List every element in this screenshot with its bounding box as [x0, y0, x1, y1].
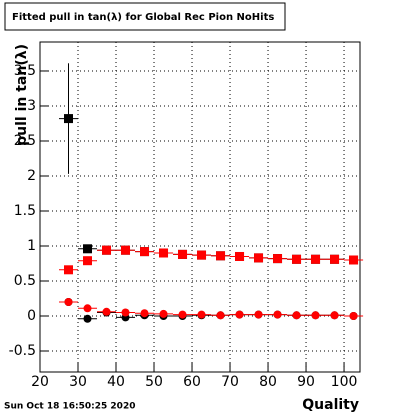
marker — [292, 311, 301, 320]
marker — [83, 314, 92, 323]
y-tick-label: 2 — [27, 168, 36, 184]
marker — [330, 254, 340, 264]
y-tick-label: 1.5 — [14, 203, 36, 219]
marker — [349, 311, 358, 320]
marker — [235, 310, 244, 319]
marker — [254, 253, 264, 263]
x-tick-label: 30 — [69, 374, 87, 390]
marker — [83, 256, 93, 266]
x-tick-label: 20 — [31, 374, 49, 390]
y-tick-label: 3.5 — [14, 63, 36, 79]
y-tick-label: 0.5 — [14, 273, 36, 289]
marker — [83, 304, 92, 313]
marker — [64, 265, 74, 275]
marker — [178, 249, 188, 259]
x-tick-label: 70 — [221, 374, 239, 390]
marker — [178, 310, 187, 319]
marker — [311, 311, 320, 320]
marker — [64, 114, 74, 124]
x-tick-label: 100 — [331, 374, 358, 390]
marker — [216, 251, 226, 261]
y-tick-label: -0.5 — [9, 343, 36, 359]
y-tick-label: 2.5 — [14, 133, 36, 149]
y-tick-label: 3 — [27, 98, 36, 114]
marker — [121, 308, 130, 317]
marker — [330, 311, 339, 320]
x-tick-label: 40 — [107, 374, 125, 390]
marker — [197, 310, 206, 319]
marker — [216, 311, 225, 320]
marker — [140, 247, 150, 257]
y-tick-label: 0 — [27, 308, 36, 324]
marker — [349, 255, 359, 265]
x-tick-label: 50 — [145, 374, 163, 390]
marker — [102, 307, 111, 316]
marker — [197, 250, 207, 260]
marker — [140, 309, 149, 318]
marker — [273, 254, 283, 264]
marker — [254, 310, 263, 319]
title-box — [4, 2, 286, 31]
x-tick-label: 90 — [297, 374, 315, 390]
plot-frame — [39, 41, 361, 373]
marker — [159, 248, 169, 258]
x-axis-label: Quality — [302, 397, 359, 413]
marker — [292, 254, 302, 264]
timestamp: Sun Oct 18 16:50:25 2020 — [4, 402, 135, 412]
y-tick-label: 1 — [27, 238, 36, 254]
x-tick-label: 60 — [183, 374, 201, 390]
marker — [235, 251, 245, 261]
y-axis-label: pull in tan(λ) — [14, 44, 30, 146]
marker — [64, 297, 73, 306]
marker — [159, 309, 168, 318]
marker — [121, 245, 131, 255]
marker — [102, 245, 112, 255]
marker — [273, 310, 282, 319]
x-tick-label: 80 — [259, 374, 277, 390]
marker — [311, 254, 321, 264]
marker — [83, 244, 93, 254]
chart-title: Fitted pull in tan(λ) for Global Rec Pio… — [12, 12, 274, 23]
